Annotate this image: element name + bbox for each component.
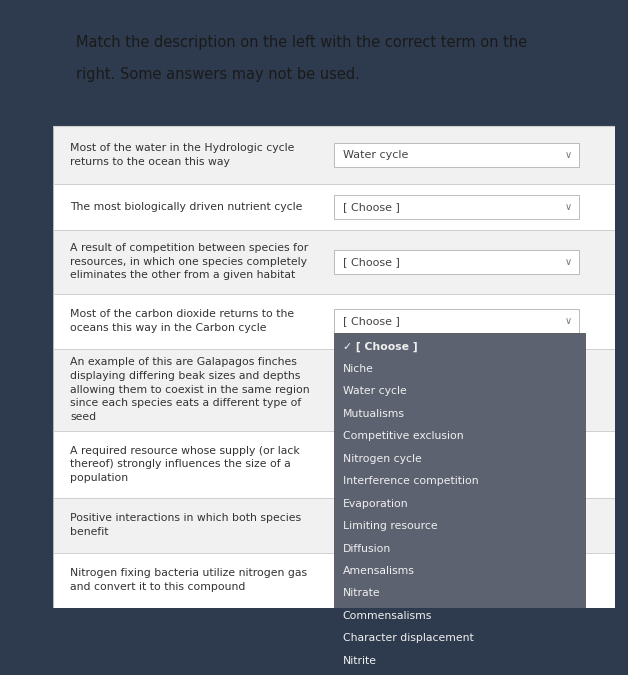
Text: [ Choose ]: [ Choose ]: [343, 202, 399, 212]
Bar: [334, 143, 579, 167]
Text: Diffusion: Diffusion: [343, 543, 391, 553]
Text: Amensalisms: Amensalisms: [343, 566, 414, 576]
Text: Limiting resource: Limiting resource: [343, 521, 438, 531]
Text: Character displacement: Character displacement: [343, 633, 474, 643]
Bar: [53, 184, 615, 230]
Bar: [53, 431, 615, 498]
Text: Positive interactions in which both species
benefit: Positive interactions in which both spec…: [70, 514, 301, 537]
Text: Evaporation: Evaporation: [343, 499, 408, 509]
Bar: [53, 498, 615, 553]
Text: ∨: ∨: [565, 202, 572, 212]
Text: Nitrate: Nitrate: [343, 589, 381, 599]
Bar: [53, 553, 615, 608]
Text: Match the description on the left with the correct term on the: Match the description on the left with t…: [76, 34, 527, 49]
Text: ∨: ∨: [565, 256, 572, 267]
Text: The most biologically driven nutrient cycle: The most biologically driven nutrient cy…: [70, 202, 303, 212]
Text: [ Choose ]: [ Choose ]: [343, 256, 399, 267]
Text: An example of this are Galapagos finches
displaying differing beak sizes and dep: An example of this are Galapagos finches…: [70, 358, 310, 422]
Text: Interference competition: Interference competition: [343, 476, 479, 486]
Bar: [53, 348, 615, 431]
Bar: [53, 294, 615, 348]
Text: ✓ [ Choose ]: ✓ [ Choose ]: [343, 342, 418, 352]
Bar: [334, 309, 579, 333]
Text: Competitive exclusion: Competitive exclusion: [343, 431, 463, 441]
Text: Most of the water in the Hydrologic cycle
returns to the ocean this way: Most of the water in the Hydrologic cycl…: [70, 143, 295, 167]
Bar: [334, 250, 579, 273]
Text: A required resource whose supply (or lack
thereof) strongly influences the size : A required resource whose supply (or lac…: [70, 446, 300, 483]
Bar: [53, 230, 615, 294]
Text: Nitrite: Nitrite: [343, 655, 377, 666]
Text: Nitrogen fixing bacteria utilize nitrogen gas
and convert it to this compound: Nitrogen fixing bacteria utilize nitroge…: [70, 568, 307, 592]
Text: Water cycle: Water cycle: [343, 386, 406, 396]
Text: A result of competition between species for
resources, in which one species comp: A result of competition between species …: [70, 243, 308, 280]
Text: Mutualisms: Mutualisms: [343, 409, 405, 419]
Text: ∨: ∨: [565, 150, 572, 160]
Bar: [334, 333, 585, 675]
Bar: [53, 126, 615, 184]
Text: Nitrogen cycle: Nitrogen cycle: [343, 454, 421, 464]
Bar: [334, 195, 579, 219]
Text: Commensalisms: Commensalisms: [343, 611, 432, 621]
Text: Niche: Niche: [343, 364, 374, 374]
Text: ∨: ∨: [565, 316, 572, 326]
Text: Water cycle: Water cycle: [343, 150, 408, 160]
Text: right. Some answers may not be used.: right. Some answers may not be used.: [76, 67, 360, 82]
Text: Most of the carbon dioxide returns to the
oceans this way in the Carbon cycle: Most of the carbon dioxide returns to th…: [70, 309, 295, 333]
Text: [ Choose ]: [ Choose ]: [343, 316, 399, 326]
